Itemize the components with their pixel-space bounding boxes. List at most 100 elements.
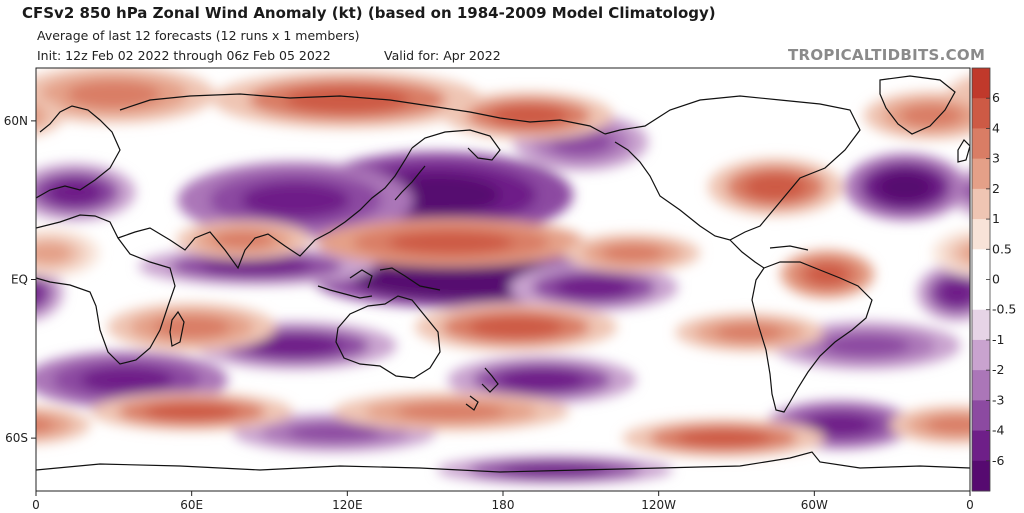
anomaly-center-6 xyxy=(554,276,633,299)
lat-tick-label: 60N xyxy=(4,114,28,128)
anomaly-center-12 xyxy=(498,368,586,392)
lon-tick-label: 0 xyxy=(966,498,974,512)
coastlines xyxy=(36,75,970,473)
lat-tick-label: 60S xyxy=(5,431,28,445)
anomaly-center-9 xyxy=(248,334,343,357)
colorbar-label: -2 xyxy=(992,362,1004,377)
anomaly-center-2 xyxy=(46,178,103,206)
anomaly-center-3 xyxy=(877,171,934,203)
valid-time: Valid for: Apr 2022 xyxy=(384,48,501,63)
anomaly-center-19 xyxy=(899,104,963,127)
lon-tick-label: 60E xyxy=(180,498,203,512)
anomaly-center-19 xyxy=(36,95,65,136)
colorbar-label: -3 xyxy=(992,392,1004,407)
colorbar-swatch xyxy=(972,128,990,160)
coast-australia xyxy=(335,295,441,379)
coast-antarctica xyxy=(36,451,970,473)
anomaly-center-8 xyxy=(36,273,53,312)
colorbar-swatch xyxy=(972,98,990,129)
colorbar-swatch xyxy=(972,309,990,341)
colorbar-label: 0.5 xyxy=(992,241,1012,256)
colorbar-swatch xyxy=(972,188,990,220)
coast-north-america xyxy=(604,95,861,241)
colorbar-label: 0 xyxy=(992,272,1000,287)
coast-south-america xyxy=(751,261,873,413)
lon-tick-label: 120E xyxy=(332,498,363,512)
anomaly-center-23 xyxy=(601,244,664,262)
coast-indonesia xyxy=(317,267,441,299)
anomaly-center-7 xyxy=(202,257,312,276)
anomaly-field xyxy=(36,68,1024,485)
latitude-axis: 60N EQ 60S xyxy=(4,114,36,445)
anomaly-center-32 xyxy=(925,416,970,434)
colorbar-swatch xyxy=(972,158,990,190)
map-subtitle: Average of last 12 forecasts (12 runs x … xyxy=(37,28,360,43)
anomaly-center-29 xyxy=(144,402,239,421)
anomaly-center-10 xyxy=(822,334,910,357)
colorbar-label: 6 xyxy=(992,90,1000,105)
lat-tick-label: EQ xyxy=(11,273,28,287)
colorbar: 6 4 3 2 1 0.5 0 -0.5 -1 -2 -3 -4 -6 xyxy=(971,67,1016,492)
init-time: Init: 12z Feb 02 2022 through 06z Feb 05… xyxy=(37,48,331,63)
anomaly-center-28 xyxy=(715,323,784,342)
anomaly-center-27 xyxy=(152,315,231,339)
anomaly-center-25 xyxy=(959,243,970,263)
colorbar-swatch xyxy=(972,400,990,432)
colorbar-swatch xyxy=(972,279,990,311)
anomaly-center-19 xyxy=(36,104,47,127)
anomaly-center-32 xyxy=(36,416,55,433)
coast-asia-north xyxy=(119,93,606,135)
coast-new-zealand xyxy=(465,367,499,411)
colorbar-label: -6 xyxy=(992,453,1005,468)
coast-asia-south xyxy=(117,147,413,270)
anomaly-center-26 xyxy=(469,315,563,339)
anomaly-center-8 xyxy=(36,283,42,303)
coast-japan xyxy=(394,165,426,201)
coast-madagascar xyxy=(169,310,185,347)
colorbar-swatch xyxy=(972,460,990,492)
colorbar-label: 4 xyxy=(992,120,1000,135)
coast-central-america xyxy=(729,239,809,269)
anomaly-center-11 xyxy=(80,366,174,394)
colorbar-label: -0.5 xyxy=(992,302,1016,317)
anomaly-center-18 xyxy=(1001,81,1024,108)
anomaly-center-16 xyxy=(285,86,410,114)
coast-europe xyxy=(36,105,121,199)
colorbar-label: -4 xyxy=(992,423,1005,438)
coast-uk xyxy=(957,139,970,163)
colorbar-swatch xyxy=(972,370,990,401)
colorbar-label: -1 xyxy=(992,332,1004,347)
longitude-axis: 0 60E 120E 180 120W 60W 0 xyxy=(32,491,974,512)
anomaly-center-13 xyxy=(806,413,875,437)
anomaly-center-20 xyxy=(388,231,514,254)
anomaly-center-17 xyxy=(490,104,568,127)
coast-kamchatka xyxy=(411,129,501,161)
coast-africa xyxy=(36,214,176,365)
colorbar-swatch xyxy=(972,68,990,99)
anomaly-center-21 xyxy=(212,230,275,249)
anomaly-center-31 xyxy=(676,429,771,448)
anomaly-center-25 xyxy=(946,236,970,270)
colorbar-swatch xyxy=(972,339,990,371)
colorbar-swatch xyxy=(972,430,990,462)
map-title: CFSv2 850 hPa Zonal Wind Anomaly (kt) (b… xyxy=(22,4,716,22)
brand-watermark: TROPICALTIDBITS.COM xyxy=(788,46,986,64)
anomaly-center-2 xyxy=(964,182,970,203)
anomaly-center-5 xyxy=(394,266,535,293)
anomaly-center-15 xyxy=(500,463,610,477)
lon-tick-label: 120W xyxy=(641,498,676,512)
colorbar-label: 1 xyxy=(992,211,1000,226)
lon-tick-label: 0 xyxy=(32,498,40,512)
colorbar-label: 2 xyxy=(992,181,1000,196)
anomaly-center-1 xyxy=(240,182,350,218)
coast-greenland xyxy=(879,75,956,135)
colorbar-swatch xyxy=(972,219,990,250)
colorbar-swatch xyxy=(972,249,990,280)
anomaly-center-22 xyxy=(744,173,807,201)
anomaly-center-14 xyxy=(287,423,382,442)
anomaly-center-8 xyxy=(938,279,970,307)
lon-tick-label: 60W xyxy=(801,498,828,512)
anomaly-center-25 xyxy=(36,241,73,265)
anomaly-center-30 xyxy=(396,402,506,421)
